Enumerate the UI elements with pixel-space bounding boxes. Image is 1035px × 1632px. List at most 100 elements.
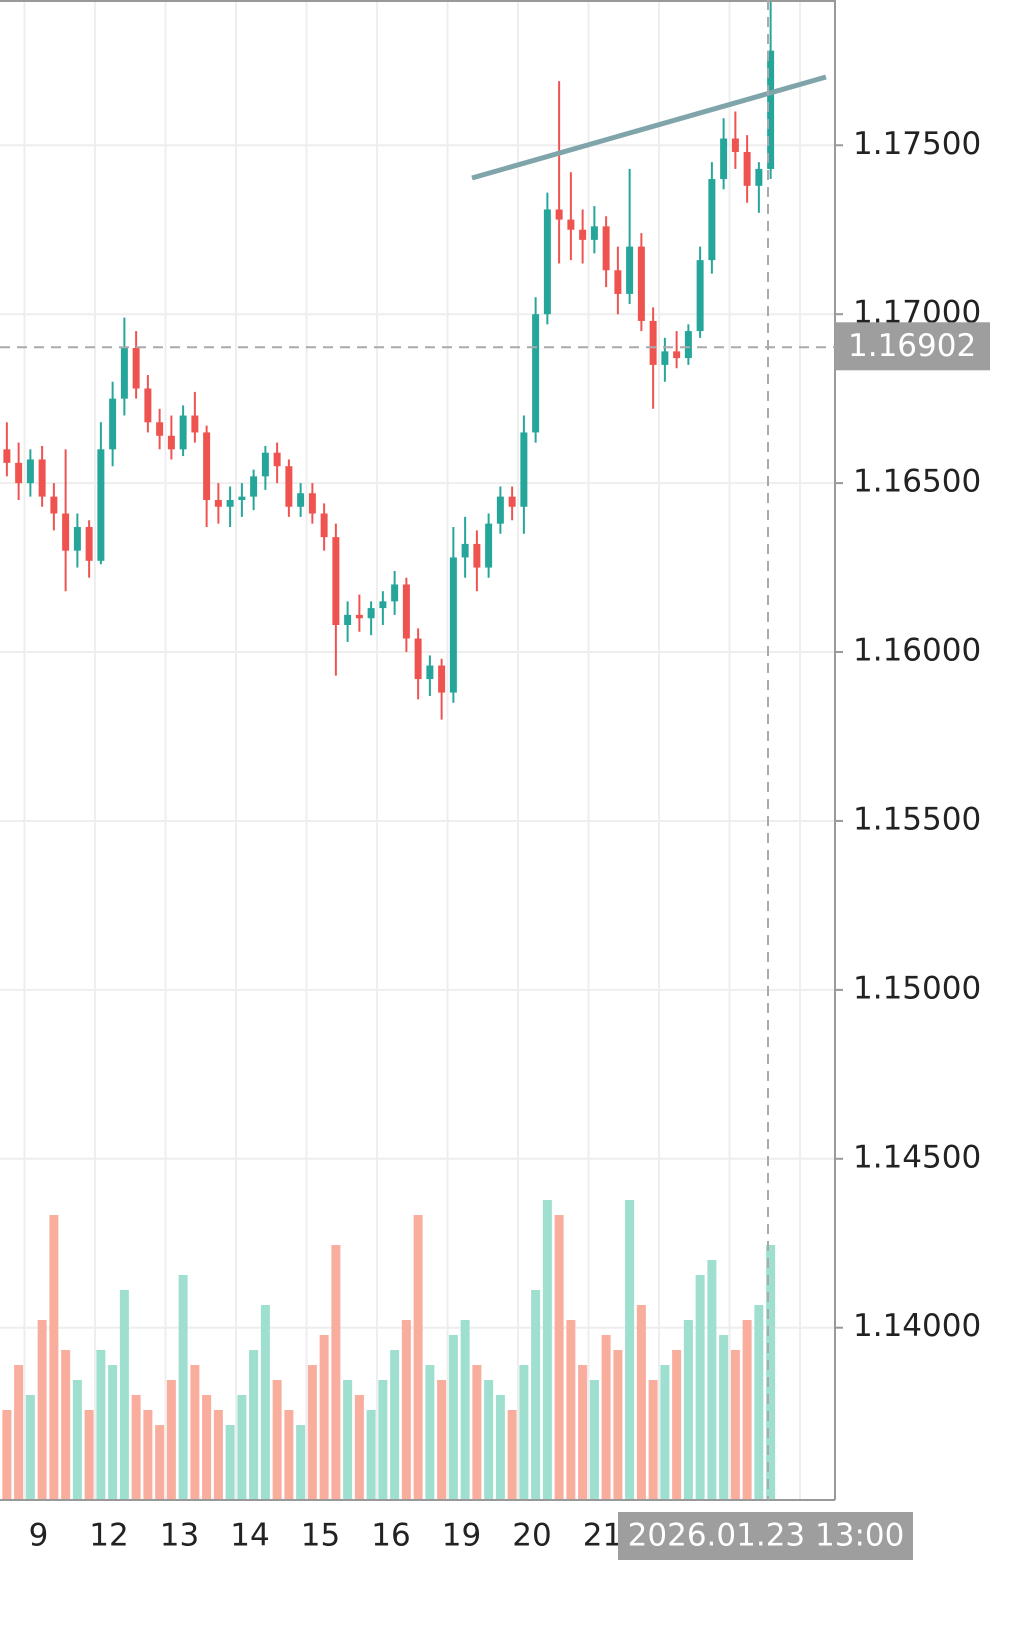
volume-bar [249,1350,259,1500]
candle-layer [3,0,775,720]
volume-bar [319,1335,329,1500]
candle-body [602,226,610,271]
candle-body [73,527,81,551]
candle-body [179,415,187,450]
candle-body [26,459,34,484]
x-tick-label: 19 [442,1518,481,1554]
volume-bar [343,1380,353,1500]
volume-bar [378,1380,388,1500]
volume-bar [307,1365,317,1500]
x-tick-label: 14 [230,1518,269,1554]
candle-body [156,422,164,436]
volume-bar [531,1290,541,1500]
volume-bar [108,1365,118,1500]
candle-body [567,219,575,230]
volume-bar [354,1395,364,1500]
volume-bar [566,1320,576,1500]
candle-body [203,432,211,500]
candle-body [755,168,763,186]
volume-bar [25,1395,35,1500]
candle-body [473,543,481,568]
volume-bar [413,1215,423,1500]
candle-body [743,152,751,186]
volume-bar [190,1365,200,1500]
y-tick-label: 1.16500 [853,464,981,500]
candle-body [402,584,410,639]
volume-bar [683,1320,693,1500]
volume-bar [284,1410,294,1500]
candle-body [449,557,457,693]
volume-bar [660,1365,670,1500]
candle-body [226,500,234,507]
candle-body [62,513,70,551]
candle-body [696,260,704,332]
candle-body [355,614,363,619]
y-tick-label: 1.15500 [853,801,981,837]
candle-body [485,523,493,568]
volume-bar [437,1380,447,1500]
volume-bar [578,1365,588,1500]
candle-body [673,351,681,359]
volume-bar [166,1380,176,1500]
volume-bar [648,1380,658,1500]
volume-bar [178,1275,188,1500]
y-tick-label: 1.17500 [853,126,981,162]
candle-body [626,246,634,294]
candle-body [520,432,528,507]
volume-bar [613,1350,623,1500]
candle-body [50,496,58,514]
volume-bar [425,1365,435,1500]
candle-body [214,500,222,507]
volume-bar [84,1410,94,1500]
volume-bar [131,1395,141,1500]
candle-body [708,179,716,261]
volume-bar [589,1380,599,1500]
x-tick-label: 12 [89,1518,128,1554]
candle-body [720,138,728,180]
candle-body [555,209,563,220]
volume-bar [601,1335,611,1500]
candle-body [731,138,739,153]
volume-bar [719,1335,729,1500]
candle-body [109,398,117,450]
candle-body [590,226,598,240]
candle-body [637,246,645,321]
candle-body [85,527,93,561]
volume-bar [213,1410,223,1500]
candle-body [414,638,422,680]
candle-body [120,347,128,399]
volume-bar [225,1425,235,1500]
candle-body [426,665,434,680]
candle-body [167,435,175,450]
grid [0,0,835,1500]
candle-body [461,543,469,558]
candle-body [543,209,551,315]
volume-bar [472,1365,482,1500]
volume-bar [2,1410,12,1500]
volume-bar [695,1275,705,1500]
candle-body [250,476,258,497]
volume-bar [730,1350,740,1500]
volume-bar [495,1395,505,1500]
volume-bar [625,1200,635,1500]
candle-body [3,449,11,463]
x-tick-label: 15 [301,1518,340,1554]
volume-bar [37,1320,47,1500]
candle-body [15,462,23,484]
volume-bar [61,1350,71,1500]
volume-bar [72,1380,82,1500]
volume-layer [2,1200,776,1500]
volume-bar [119,1290,129,1500]
volume-bar [296,1425,306,1500]
candle-body [508,496,516,507]
volume-bar [542,1200,552,1500]
volume-bar [14,1365,24,1500]
x-tick-label: 16 [371,1518,410,1554]
crosshair: 2026.01.23 13:00 1.16902 [0,0,990,1560]
volume-bar [366,1410,376,1500]
candle-body [367,608,375,619]
volume-bar [202,1395,212,1500]
candle-body [391,584,399,602]
volume-bar [448,1335,458,1500]
volume-bar [766,1245,776,1500]
